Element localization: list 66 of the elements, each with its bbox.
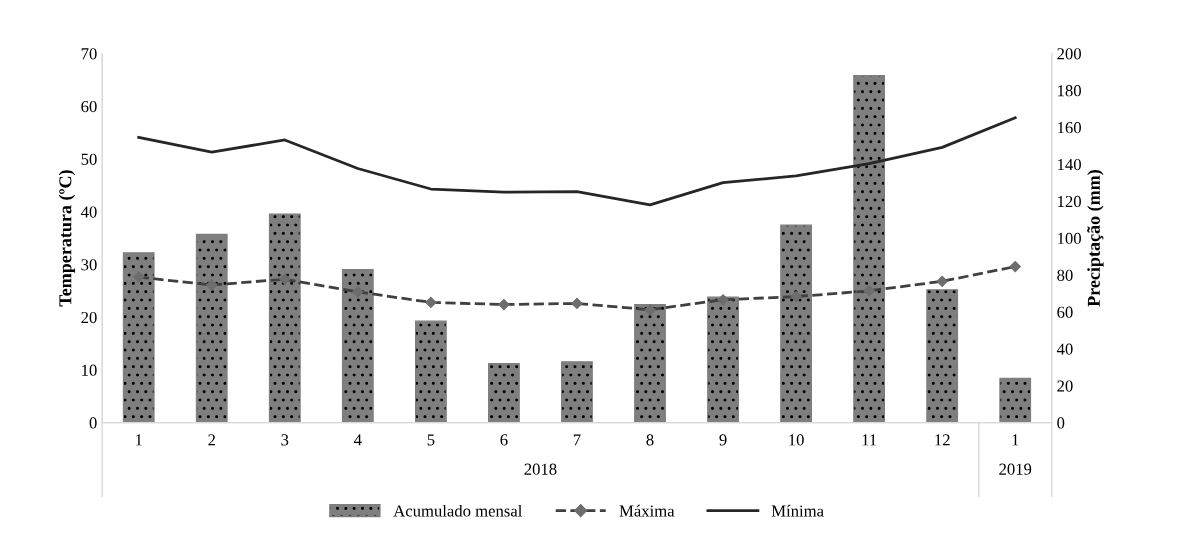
bar [268,213,301,423]
y2-tick-label: 20 [1057,380,1073,392]
point [936,275,948,287]
point [790,291,802,303]
y-tick-label: 10 [82,364,97,376]
y2-tick-label: 80 [1057,269,1073,281]
y2-axis-title: Preciptação (mm) [1087,170,1104,307]
y2-tick-label: 160 [1058,122,1081,134]
point [863,285,875,297]
x-tick-label: 2 [208,434,215,446]
x-tick-label: 6 [500,434,508,446]
x-tick-label: 4 [353,434,362,446]
bar [926,289,959,423]
x-tick-label: 11 [862,434,877,446]
bar [853,75,886,423]
bar [634,303,666,423]
text: 2018 [524,463,557,475]
line-series [137,116,1017,207]
point [717,294,729,306]
bar [488,363,520,423]
bar [414,320,447,423]
y2-tick-label: 120 [1058,195,1081,208]
y-tick-label: 0 [89,417,97,429]
y-tick-label: 50 [81,153,97,165]
y2-tick-label: 40 [1056,343,1073,355]
legend-label: Máxima [619,504,675,517]
bar [780,224,812,423]
point [498,298,510,311]
y-tick-label: 60 [81,100,97,113]
point [1009,260,1021,273]
point [644,304,656,316]
y2-tick-label: 140 [1058,158,1081,171]
y2-tick-label: 200 [1057,48,1081,60]
bar [341,268,374,423]
y2-tick-label: 0 [1057,417,1065,429]
y2-tick-label: 180 [1058,85,1081,97]
point [352,286,364,298]
y-tick-label: 70 [81,48,97,60]
legend-label: Mínima [771,504,824,517]
point [425,296,437,309]
y2-tick-label: 100 [1058,232,1081,245]
x-tick-label: 12 [935,434,950,446]
y-tick-label: 30 [81,259,97,271]
x-tick-label: 9 [719,434,727,446]
bar [195,233,228,423]
y-tick-label: 40 [80,206,97,218]
text: 2019 [999,463,1032,475]
bar [707,296,739,423]
x-tick-label: 3 [281,434,289,446]
point [279,273,291,285]
x-tick-label: 5 [427,434,435,446]
y2-tick-label: 60 [1057,306,1073,318]
x-tick-label: 8 [646,434,654,446]
legend-label: Acumulado mensal [393,504,523,517]
y-tick-label: 20 [81,311,97,324]
point [571,297,583,310]
point [133,271,145,283]
bar [999,377,1032,423]
y-axis-title: Temperatura (ºC) [58,170,76,307]
bar [122,252,155,423]
x-tick-label: 1 [1012,434,1019,446]
x-tick-label: 10 [789,434,804,446]
x-tick-label: 7 [573,434,581,446]
bar [561,361,593,423]
x-tick-label: 1 [135,434,142,446]
point [206,279,218,291]
